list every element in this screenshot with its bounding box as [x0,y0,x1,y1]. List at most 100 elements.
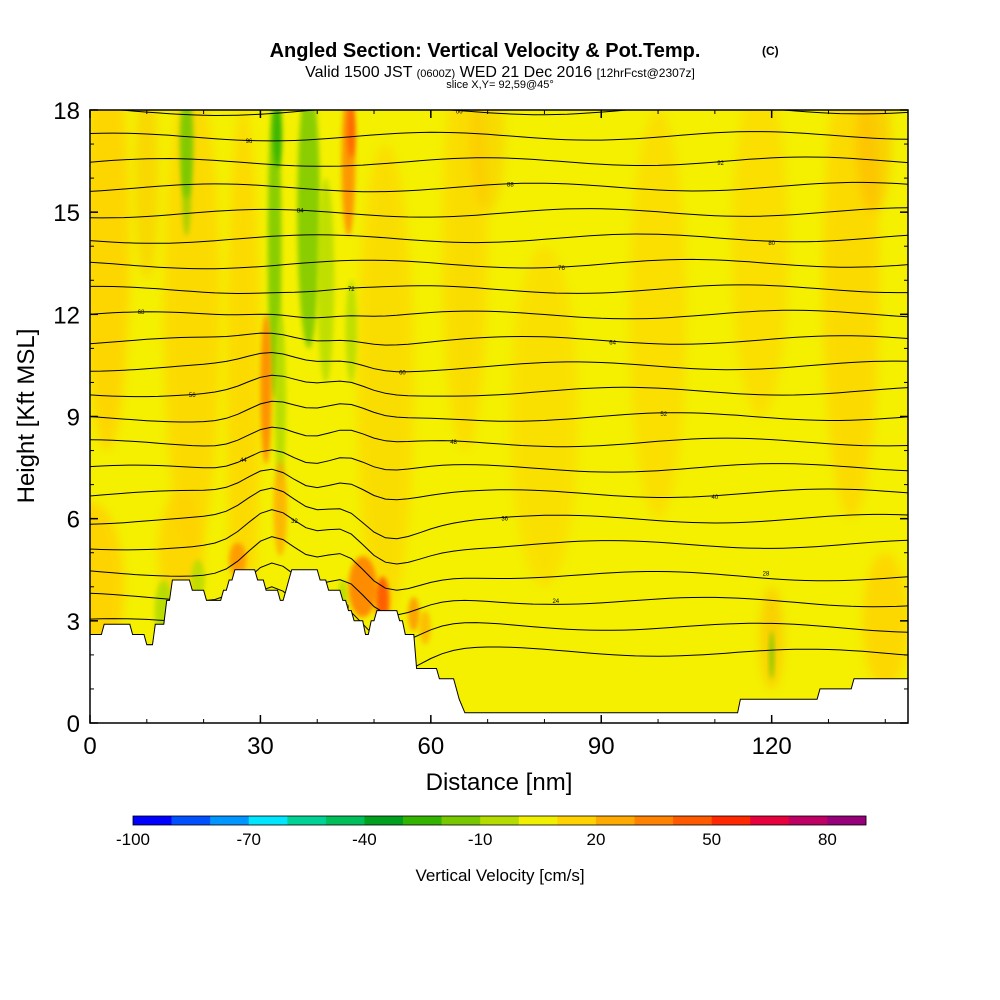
isentrope-line [90,207,908,219]
x-tick-label: 60 [417,733,444,760]
x-tick-label: 120 [752,733,792,760]
isentrope-label: 68 [138,310,145,316]
y-tick-label: 6 [67,507,80,534]
colorbar-tick-label: 80 [818,830,837,849]
velocity-cell [182,154,192,237]
colorbar-title: Vertical Velocity [cm/s] [415,866,584,885]
isentrope-line [90,181,908,193]
velocity-field [90,110,908,689]
isentrope-label: 44 [240,458,247,464]
isentrope-label: 40 [712,495,719,501]
x-tick-label: 30 [247,733,274,760]
velocity-cell [408,596,420,632]
velocity-cell [297,110,321,349]
isentrope-label: 96 [246,139,253,145]
isentrope-label: 60 [399,371,406,377]
colorbar-swatch [827,816,867,825]
colorbar-swatch [750,816,790,825]
colorbar-swatch [133,816,172,825]
isentrope-line [90,131,908,142]
isentrope-line [90,487,908,540]
colorbar-swatch [788,816,828,825]
colorbar-tick-label: 50 [702,830,721,849]
isentrope-line [90,351,908,373]
velocity-cell [356,144,414,621]
isentrope-label: 00 [456,109,463,115]
velocity-cell [822,110,880,519]
velocity-cell [348,556,377,618]
colorbar-swatch [210,816,250,825]
velocity-cell [731,110,789,417]
y-tick-label: 3 [67,609,80,636]
colorbar-swatch [480,816,520,825]
forecast-info: [12hrFcst@2307z] [597,66,695,80]
colorbar-swatch [557,816,597,825]
isentrope-label: 76 [558,266,565,272]
velocity-cell [470,110,505,213]
velocity-cell [229,542,247,577]
colorbar-swatch [171,816,211,825]
isentrope-label: 56 [189,393,196,399]
y-tick-label: 12 [53,302,80,329]
x-tick-label: 90 [588,733,615,760]
isentrope-line [90,309,908,320]
isentrope-label: 84 [297,209,304,215]
isentrope-line [90,156,908,167]
colorbar-swatch [325,816,365,825]
isentrope-line [90,449,908,473]
y-tick-label: 15 [53,200,80,227]
potential-temperature-contours: 1620242832364044485256606468727680848892… [90,109,908,676]
chart-subtitle: Valid 1500 JST (0600Z) WED 21 Dec 2016 [… [305,64,695,81]
colorbar-swatch [595,816,635,825]
velocity-cell [90,110,130,451]
isentrope-line [90,426,908,448]
colorbar-tick-label: -40 [352,830,377,849]
velocity-cell [629,110,687,519]
colorbar-swatch [248,816,288,825]
slice-label: slice X,Y= 92,59@45° [446,79,554,91]
colorbar-swatch [673,816,712,825]
isentrope-label: 80 [768,241,775,247]
colorbar-swatch [403,816,442,825]
velocity-cell [273,460,288,557]
velocity-cell [510,246,579,587]
valid-date: WED 21 Dec 2016 [460,64,593,81]
isentrope-line [90,332,908,346]
isentrope-label: 52 [660,412,667,418]
velocity-cell [442,110,488,451]
colorbar-tick-label: 20 [586,830,605,849]
isentrope-line [90,374,908,398]
chart-title: Angled Section: Vertical Velocity & Pot.… [270,40,701,62]
velocity-cell [272,110,283,168]
x-tick-label: 0 [83,733,96,760]
isentrope-label: 24 [552,599,559,605]
isentrope-line [90,284,908,295]
isentrope-line [90,536,908,591]
terrain-mask [90,569,908,723]
velocity-cell [226,110,261,655]
isentrope-line [90,468,908,501]
colorbar-swatch [287,816,327,825]
terrain [90,569,908,723]
colorbar-swatch [441,816,481,825]
colorbar-swatch [518,816,558,825]
velocity-cell [274,314,286,485]
colorbar-tick-label: -10 [468,830,493,849]
velocity-cell [419,610,431,645]
isentrope-line [90,258,908,270]
colorbar-tick-label: -70 [236,830,261,849]
isentrope-label: 72 [348,287,355,293]
isentrope-label: 48 [450,440,457,446]
isentrope-label: 36 [501,516,508,522]
y-tick-label: 9 [67,405,80,432]
velocity-cell [347,110,356,158]
isentrope-line [90,233,908,244]
y-tick-label: 0 [67,711,80,738]
valid-time: Valid 1500 JST [305,64,413,81]
velocity-cell [856,110,891,213]
isentrope-label: 28 [763,571,770,577]
isentrope-label: 32 [291,519,298,525]
colorbar-tick-label: -100 [116,830,150,849]
colorbar-swatch [634,816,674,825]
